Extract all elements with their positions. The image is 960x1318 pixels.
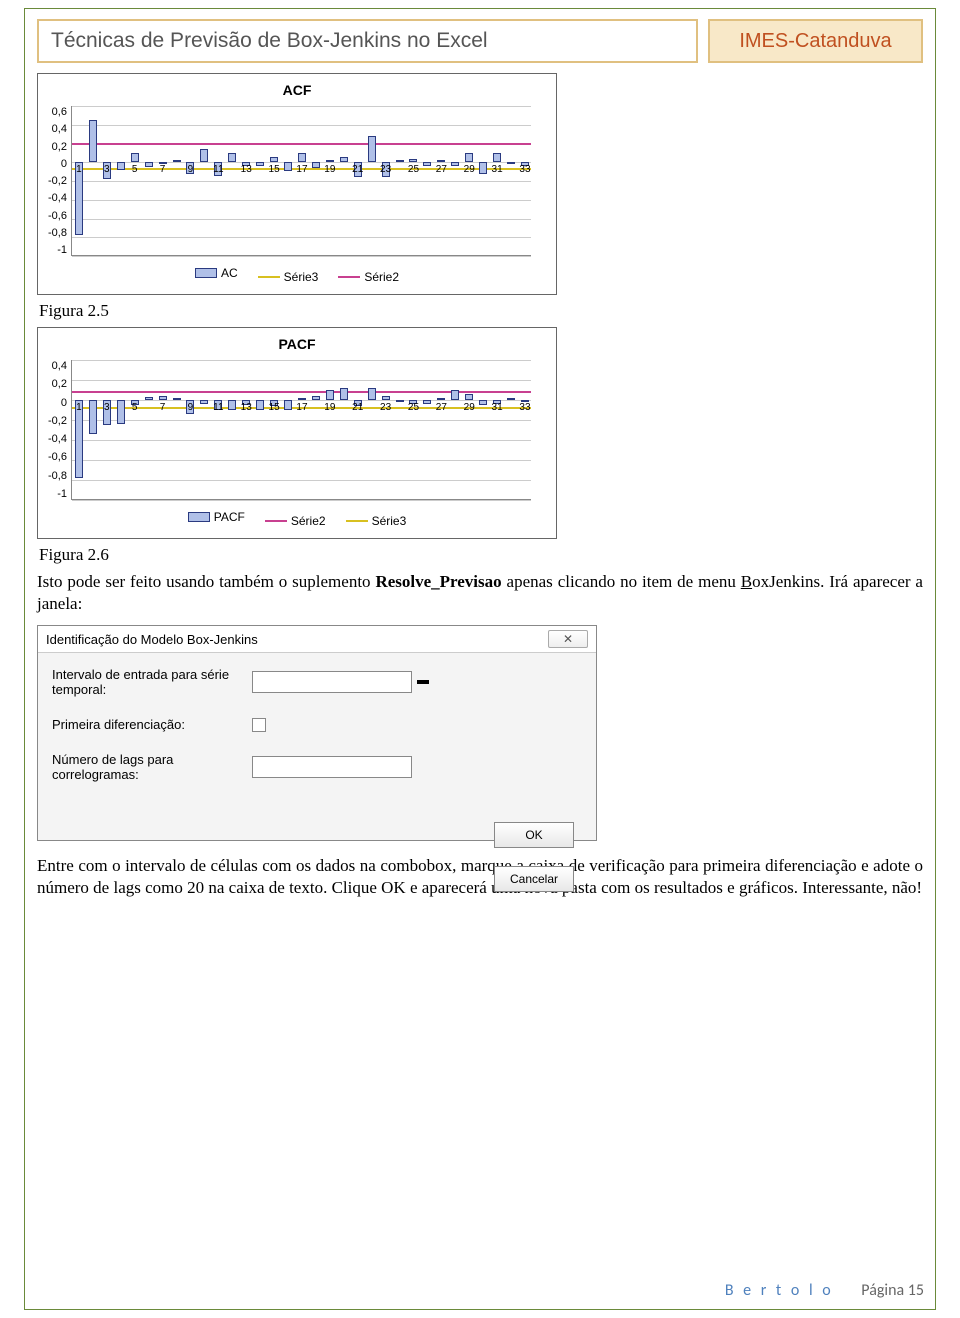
para1-bold: Resolve_Previsao — [375, 572, 501, 591]
input-intervalo[interactable] — [252, 671, 412, 693]
header-institution: IMES-Catanduva — [708, 19, 923, 63]
dialog-titlebar: Identificação do Modelo Box-Jenkins ✕ — [38, 626, 596, 653]
pacf-chart-title: PACF — [48, 336, 546, 352]
acf-plot-area: 13579111315171921232527293133 — [71, 106, 531, 256]
close-button[interactable]: ✕ — [548, 630, 588, 648]
acf-legend: ACSérie3Série2 — [48, 266, 546, 284]
checkbox-diferenciacao[interactable] — [252, 718, 266, 732]
boxjenkins-dialog: Identificação do Modelo Box-Jenkins ✕ In… — [37, 625, 597, 841]
page-footer: B e r t o l o Página 15 — [725, 1281, 924, 1300]
ok-button[interactable]: OK — [494, 822, 574, 848]
pacf-chart: PACF 0,40,20-0,2-0,4-0,6-0,8-1 135791113… — [37, 327, 557, 539]
pacf-legend: PACFSérie2Série3 — [48, 510, 546, 528]
input-lags[interactable] — [252, 756, 412, 778]
label-diferenciacao: Primeira diferenciação: — [52, 717, 252, 732]
para1-mid: apenas clicando no item de menu — [502, 572, 741, 591]
pacf-plot-area: 13579111315171921232527293133 — [71, 360, 531, 500]
footer-page-number: Página 15 — [861, 1281, 924, 1300]
figure-caption-2-6: Figura 2.6 — [39, 545, 923, 565]
acf-chart: ACF 0,60,40,20-0,2-0,4-0,6-0,8-1 1357911… — [37, 73, 557, 295]
acf-chart-title: ACF — [48, 82, 546, 98]
para1-text: Isto pode ser feito usando também o supl… — [37, 572, 375, 591]
paragraph-2: Entre com o intervalo de células com os … — [37, 855, 923, 899]
label-lags: Número de lags para correlogramas: — [52, 752, 252, 782]
para1-underline-b: B — [741, 572, 752, 591]
dialog-title: Identificação do Modelo Box-Jenkins — [46, 632, 258, 647]
pacf-yaxis: 0,40,20-0,2-0,4-0,6-0,8-1 — [48, 360, 71, 500]
close-icon: ✕ — [563, 632, 573, 646]
cancel-button[interactable]: Cancelar — [494, 866, 574, 892]
header-title: Técnicas de Previsão de Box-Jenkins no E… — [37, 19, 698, 63]
footer-author: B e r t o l o — [725, 1281, 834, 1300]
page-header: Técnicas de Previsão de Box-Jenkins no E… — [37, 19, 923, 63]
acf-yaxis: 0,60,40,20-0,2-0,4-0,6-0,8-1 — [48, 106, 71, 256]
dialog-body: Intervalo de entrada para série temporal… — [38, 653, 596, 840]
label-intervalo: Intervalo de entrada para série temporal… — [52, 667, 252, 697]
figure-caption-2-5: Figura 2.5 — [39, 301, 923, 321]
paragraph-1: Isto pode ser feito usando também o supl… — [37, 571, 923, 615]
